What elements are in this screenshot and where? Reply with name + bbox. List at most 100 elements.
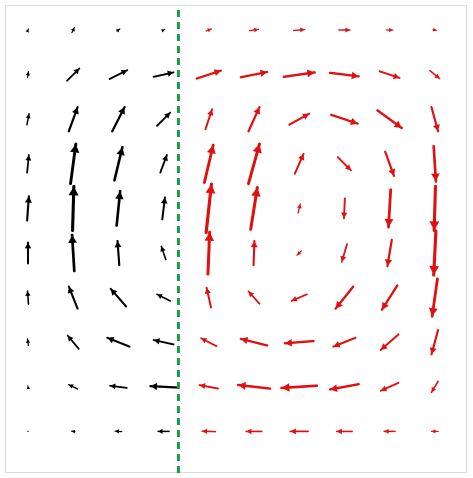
vector-arrow <box>338 27 351 33</box>
vector-arrow <box>296 250 303 256</box>
vector-arrow <box>245 428 263 435</box>
vector-head <box>335 300 343 309</box>
vector-arrow <box>152 338 175 346</box>
vector-head <box>24 242 32 249</box>
vector-head <box>205 184 216 194</box>
vector-arrow <box>156 111 172 127</box>
vector-head <box>24 196 32 203</box>
vector-head <box>432 27 437 32</box>
vector-arrow <box>282 69 316 79</box>
vector-head <box>429 265 440 275</box>
vector-head <box>250 240 258 248</box>
vector-arrow <box>204 286 212 309</box>
vector-arrow <box>247 290 261 305</box>
vector-arrow <box>204 182 216 235</box>
vector-head <box>25 28 29 33</box>
quiver-plot <box>24 10 441 474</box>
vector-head <box>388 168 396 176</box>
vector-head <box>115 28 120 33</box>
vector-arrow <box>195 69 222 80</box>
vector-head <box>114 240 122 248</box>
vector-head <box>204 232 215 241</box>
vector-head <box>115 191 124 200</box>
vector-arrow <box>202 143 216 184</box>
vector-arrow <box>152 70 175 78</box>
vector-head <box>160 246 166 252</box>
vector-arrow <box>430 380 439 394</box>
vector-head <box>434 73 440 79</box>
vector-head <box>68 384 74 389</box>
vector-head <box>306 69 315 78</box>
vector-arrow <box>431 144 440 183</box>
vector-head <box>298 153 305 161</box>
vector-head <box>392 73 400 80</box>
vector-arrow <box>248 27 260 33</box>
vector-head <box>345 27 350 33</box>
vector-arrow <box>293 152 305 175</box>
vector-arrow <box>336 156 352 172</box>
vector-head <box>251 187 261 197</box>
vector-arrow <box>204 108 214 131</box>
vector-arrow <box>283 338 315 347</box>
vector-head <box>344 164 351 171</box>
vector-arrow <box>429 229 440 277</box>
vector-head <box>202 428 208 434</box>
vector-head <box>300 27 305 33</box>
vector-head <box>213 69 221 77</box>
vector-head <box>290 428 296 435</box>
vector-arrow <box>24 195 32 222</box>
vector-arrow <box>200 337 218 348</box>
vector-head <box>161 29 165 33</box>
vector-arrow <box>25 338 31 347</box>
vector-arrow <box>25 112 31 126</box>
vector-arrow <box>149 382 178 391</box>
vector-arrow <box>157 428 170 434</box>
vector-arrow <box>247 105 261 133</box>
vector-series-1 <box>195 27 441 435</box>
vector-arrow <box>25 28 29 33</box>
vector-head <box>25 291 31 296</box>
vector-arrow <box>205 28 213 33</box>
vector-arrow <box>249 185 261 231</box>
vector-head <box>330 384 338 392</box>
vector-head <box>341 212 348 219</box>
vector-head <box>199 383 206 390</box>
vector-head <box>240 336 249 345</box>
vector-head <box>67 335 74 342</box>
vector-arrow <box>66 67 81 82</box>
vector-arrow <box>160 245 167 261</box>
vector-head <box>302 113 310 120</box>
vector-arrow <box>66 334 80 350</box>
vector-arrow <box>429 69 441 80</box>
vector-arrow <box>290 293 308 302</box>
vector-head <box>429 347 437 355</box>
vector-arrow <box>25 154 32 174</box>
vector-head <box>253 107 261 115</box>
vector-head <box>281 383 290 392</box>
vector-arrow <box>24 241 32 265</box>
vector-arrow <box>115 28 121 33</box>
vector-head <box>351 71 359 80</box>
vector-head <box>384 218 394 228</box>
vector-head <box>207 28 212 33</box>
vector-head <box>115 429 120 434</box>
vector-arrow <box>328 382 360 392</box>
vector-arrow <box>383 428 396 434</box>
vector-arrow <box>332 336 357 348</box>
vector-arrow <box>106 336 131 348</box>
vector-arrow <box>68 383 79 390</box>
vector-arrow <box>429 184 440 232</box>
vector-head <box>110 288 118 296</box>
vector-arrow <box>109 383 128 390</box>
vector-arrow <box>70 26 76 34</box>
vector-head <box>25 338 31 344</box>
vector-arrow <box>113 146 125 182</box>
vector-head <box>68 234 77 244</box>
vector-head <box>431 386 437 393</box>
vector-arrow <box>430 106 440 133</box>
vector-head <box>160 197 168 204</box>
vector-head <box>297 204 302 209</box>
vector-head <box>384 259 393 267</box>
vector-arrow <box>161 28 166 33</box>
vector-arrow <box>26 385 31 390</box>
